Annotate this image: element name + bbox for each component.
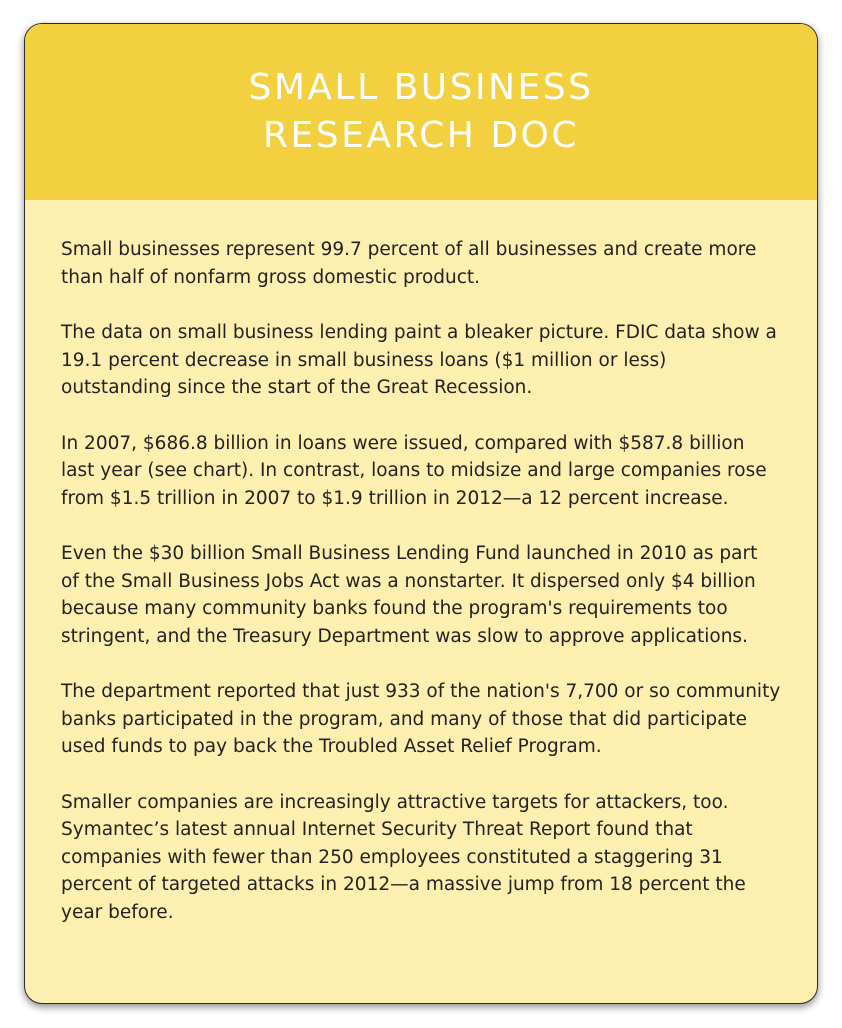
header-banner: SMALL BUSINESS RESEARCH DOC <box>25 24 817 200</box>
document-title: SMALL BUSINESS RESEARCH DOC <box>248 67 594 156</box>
paragraph-4: Even the $30 billion Small Business Lend… <box>61 543 758 647</box>
paragraph-1: Small businesses represent 99.7 percent … <box>61 239 757 288</box>
paragraph-6: Smaller companies are increasingly attra… <box>61 791 746 923</box>
paragraph-3: In 2007, $686.8 billion in loans were is… <box>61 432 767 509</box>
paragraph-5: The department reported that just 933 of… <box>61 681 781 757</box>
document-body: Small businesses represent 99.7 percent … <box>25 200 817 926</box>
paragraph-2: The data on small business lending paint… <box>61 322 777 398</box>
document-card: SMALL BUSINESS RESEARCH DOC Small busine… <box>24 23 818 1004</box>
